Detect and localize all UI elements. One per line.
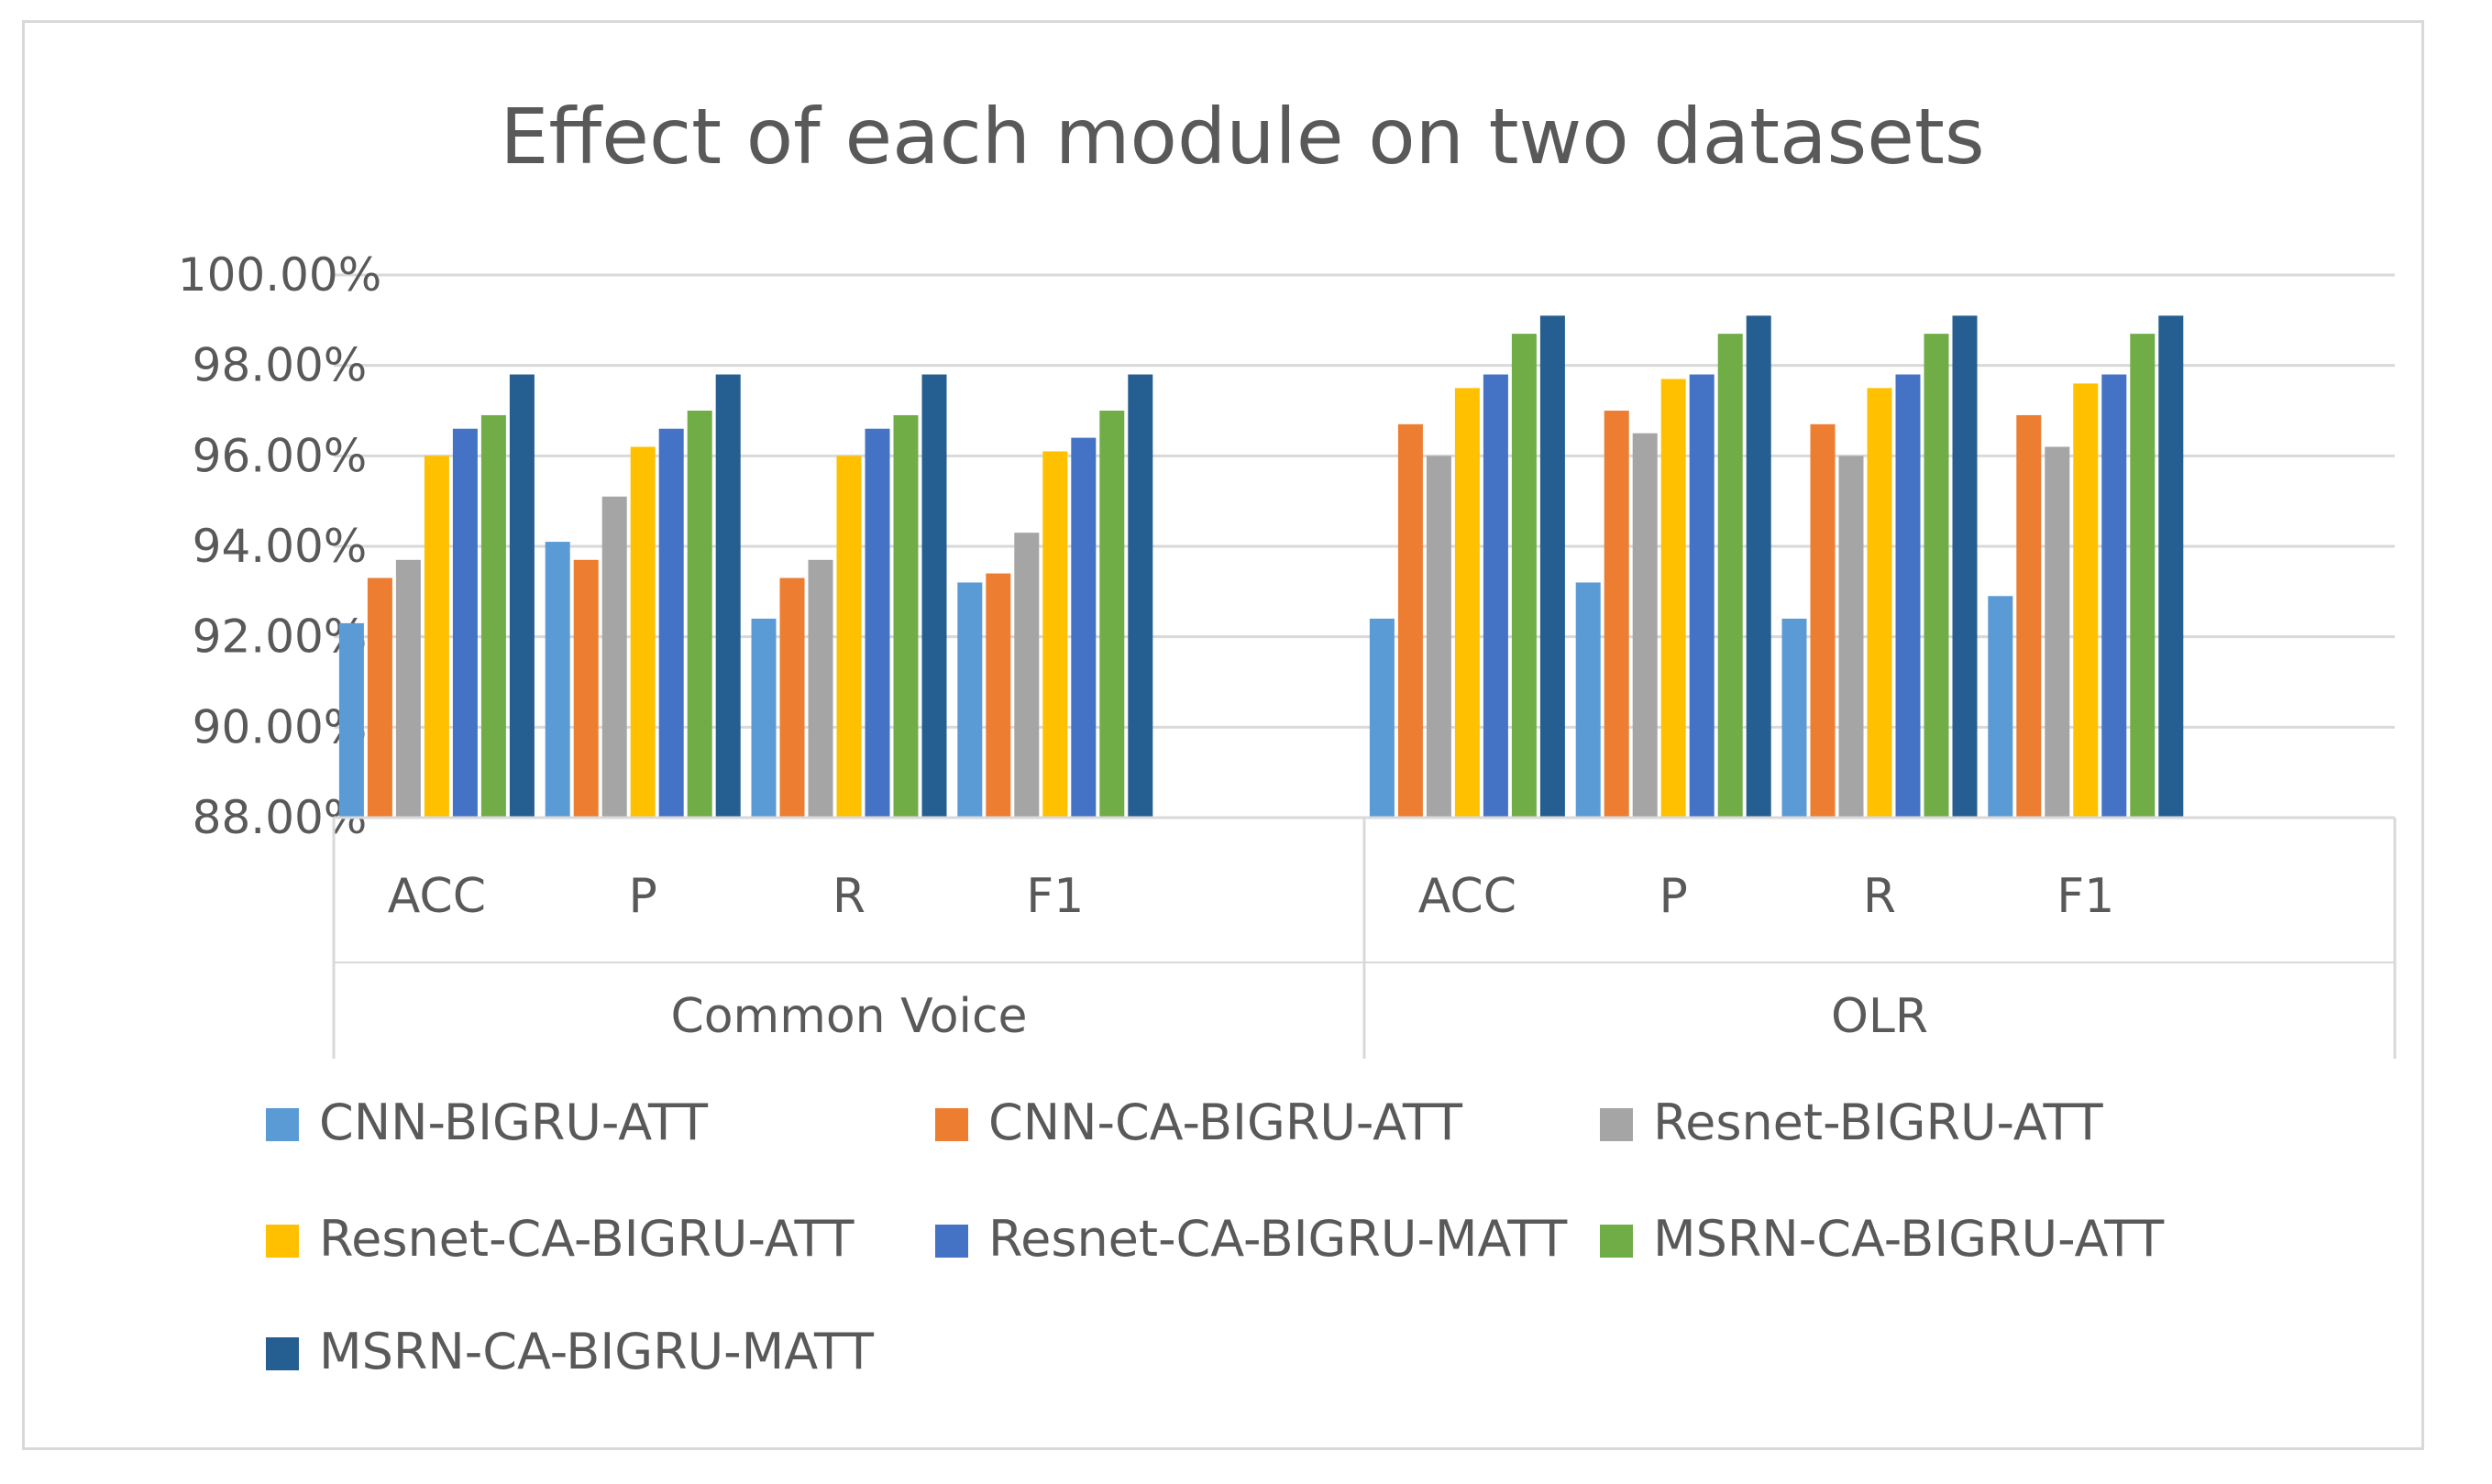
bar	[921, 374, 947, 818]
bar	[1781, 618, 1807, 818]
legend-label: Resnet-CA-BIGRU-MATT	[988, 1210, 1568, 1268]
bar	[687, 411, 712, 818]
legend-swatch	[935, 1108, 968, 1141]
bars	[338, 315, 2184, 819]
bar	[1099, 411, 1125, 818]
legend-label: MSRN-CA-BIGRU-MATT	[319, 1323, 875, 1380]
bar	[1604, 411, 1629, 818]
x-category-label: F1	[1026, 869, 1084, 924]
bar	[1746, 315, 1771, 818]
bar	[1014, 533, 1040, 818]
bar	[509, 374, 535, 818]
bar	[865, 428, 890, 818]
y-tick-label: 96.00%	[193, 429, 368, 482]
bar	[1511, 334, 1537, 819]
bar	[573, 559, 599, 818]
x-group-label: Common Voice	[670, 989, 1027, 1044]
chart-title: Effect of each module on two datasets	[500, 92, 1984, 181]
legend-label: Resnet-BIGRU-ATT	[1653, 1094, 2104, 1151]
bar	[1454, 388, 1480, 818]
legend-swatch	[266, 1225, 299, 1258]
y-tick-label: 94.00%	[193, 520, 368, 573]
legend-swatch	[266, 1337, 299, 1370]
bar	[986, 573, 1011, 818]
bar	[1988, 596, 2013, 818]
x-category-label: P	[629, 869, 657, 924]
y-tick-label: 92.00%	[193, 610, 368, 664]
bar	[1632, 433, 1658, 818]
bar	[1689, 374, 1715, 818]
bar	[480, 414, 506, 818]
bar	[1895, 374, 1921, 818]
bar	[715, 374, 741, 818]
bar	[808, 559, 833, 818]
y-tick-label: 100.00%	[178, 248, 381, 302]
legend-swatch	[266, 1108, 299, 1141]
bar	[1071, 437, 1097, 818]
bar	[424, 456, 449, 818]
x-category-label: P	[1659, 869, 1688, 924]
bar	[893, 414, 919, 818]
bar	[836, 456, 862, 818]
bar	[2158, 315, 2184, 818]
legend-swatch	[1600, 1225, 1633, 1258]
bar	[367, 577, 392, 818]
legend-swatch	[935, 1225, 968, 1258]
bar	[338, 622, 364, 818]
bar	[545, 542, 570, 818]
bar	[751, 618, 777, 818]
bar	[601, 496, 627, 818]
bar	[2073, 383, 2099, 818]
bar	[630, 446, 656, 818]
bar	[1483, 374, 1508, 818]
legend-swatch	[1600, 1108, 1633, 1141]
x-category-label: R	[1863, 869, 1896, 924]
bar	[1426, 456, 1451, 818]
x-category-label: ACC	[1418, 869, 1516, 924]
legend-label: MSRN-CA-BIGRU-ATT	[1653, 1210, 2165, 1268]
bar	[1810, 423, 1836, 818]
bar	[1717, 334, 1743, 819]
x-category-label: R	[833, 869, 866, 924]
legend-label: Resnet-CA-BIGRU-ATT	[319, 1210, 855, 1268]
y-tick-label: 90.00%	[193, 700, 368, 753]
legend: CNN-BIGRU-ATT CNN-CA-BIGRU-ATT Resnet-BIGR…	[266, 1094, 2165, 1380]
bar	[957, 582, 983, 818]
bar	[1867, 388, 1892, 818]
bar	[2101, 374, 2127, 818]
bar	[2016, 414, 2042, 818]
y-tick-label: 98.00%	[193, 339, 368, 392]
legend-label: CNN-BIGRU-ATT	[319, 1094, 709, 1151]
bar	[2045, 446, 2070, 818]
bar	[1042, 451, 1068, 818]
bar	[1838, 456, 1864, 818]
bar	[395, 559, 421, 818]
bar	[1539, 315, 1565, 818]
x-group-label: OLR	[1831, 989, 1928, 1044]
bar	[1369, 618, 1395, 818]
bar	[1952, 315, 1978, 818]
bar	[779, 577, 805, 818]
bar	[658, 428, 684, 818]
bar	[1924, 334, 1949, 819]
bar	[1397, 423, 1423, 818]
bar	[1128, 374, 1153, 818]
bar	[1575, 582, 1601, 818]
x-category-label: F1	[2056, 869, 2114, 924]
bar	[452, 428, 478, 818]
x-category-label: ACC	[388, 869, 486, 924]
bar	[2130, 334, 2156, 819]
x-axis: ACC P R F1 ACC P R F1 Common Voice OLR	[332, 816, 2397, 1059]
bar	[1660, 379, 1686, 818]
legend-label: CNN-CA-BIGRU-ATT	[988, 1094, 1463, 1151]
